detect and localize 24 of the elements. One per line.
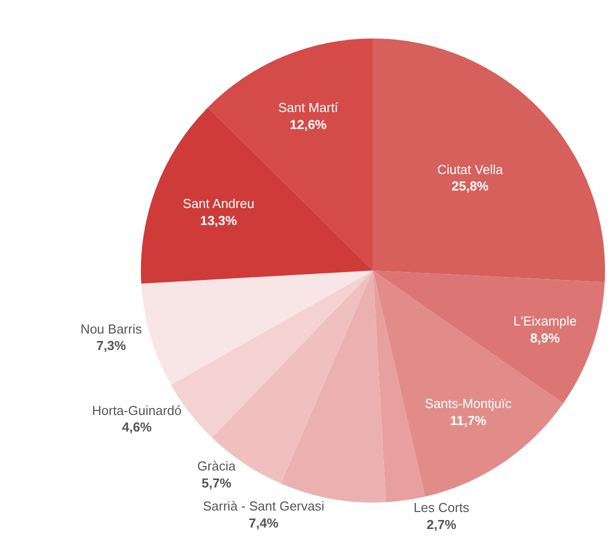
slice-label: Nou Barris — [80, 321, 142, 336]
pie-slice — [141, 270, 373, 385]
slice-label: Les Corts — [414, 500, 470, 515]
data-label: 5,7% — [202, 476, 232, 491]
data-label: 25,8% — [452, 178, 489, 194]
pie-slice — [372, 38, 605, 282]
slice-label: Horta-Guinardó — [92, 402, 182, 418]
data-label: 2,7% — [426, 516, 457, 532]
data-label: 8,9% — [530, 330, 560, 346]
data-label: 13,3% — [200, 213, 238, 228]
slice-label: L'Eixample — [513, 313, 577, 328]
slice-label: Ciutat Vella — [437, 162, 504, 177]
data-label: 7,3% — [96, 338, 126, 354]
slice-label: Sant Andreu — [182, 196, 254, 212]
slice-label: Gràcia — [197, 458, 236, 474]
data-label: 12,6% — [290, 116, 328, 132]
pie-slice — [280, 270, 386, 502]
data-label: 4,6% — [122, 420, 152, 435]
pie-slice — [372, 270, 425, 502]
data-label: 11,7% — [450, 412, 487, 428]
slice-label: Sant Martí — [278, 100, 339, 116]
slice-label: Sarrià - Sant Gervasi — [202, 498, 324, 514]
slice-label: Sants-Montjuïc — [424, 396, 512, 412]
data-label: 7,4% — [248, 515, 279, 530]
